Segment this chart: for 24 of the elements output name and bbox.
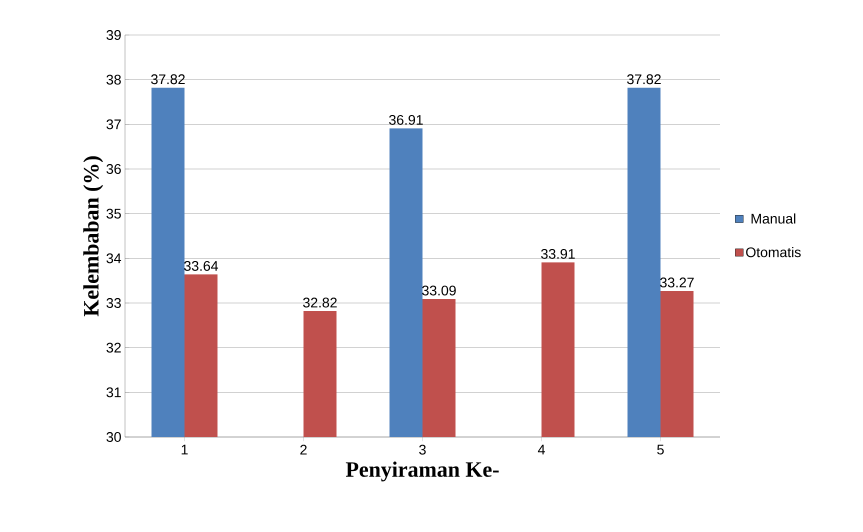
y-tick-label: 38	[106, 74, 121, 85]
x-tick-label: 3	[419, 444, 426, 455]
x-axis-title: Penyiraman Ke-	[346, 461, 499, 482]
y-tick-label: 33	[106, 298, 121, 308]
y-axis-title: Kelembaban (%)	[83, 156, 104, 316]
y-tick-label: 37	[106, 119, 121, 130]
data-label: 33.91	[541, 248, 575, 259]
legend-label: Otomatis	[746, 246, 801, 258]
x-tick-label: 4	[538, 444, 545, 454]
y-tick-label: 31	[106, 387, 121, 398]
x-tick-label: 5	[657, 444, 664, 455]
x-tick-label: 2	[300, 444, 307, 455]
y-tick-label: 30	[106, 432, 121, 442]
legend-label: Manual	[752, 213, 796, 224]
y-tick-label: 32	[106, 342, 121, 353]
data-label: 37.82	[151, 74, 185, 84]
data-label: 32.82	[303, 298, 337, 308]
y-tick-label: 35	[106, 208, 121, 219]
data-label: 37.82	[627, 74, 661, 84]
y-tick-label: 36	[106, 164, 121, 174]
y-tick-label: 39	[106, 30, 121, 40]
x-tick-label: 1	[182, 444, 188, 454]
data-label: 36.91	[389, 114, 423, 125]
y-tick-label: 34	[106, 253, 122, 264]
